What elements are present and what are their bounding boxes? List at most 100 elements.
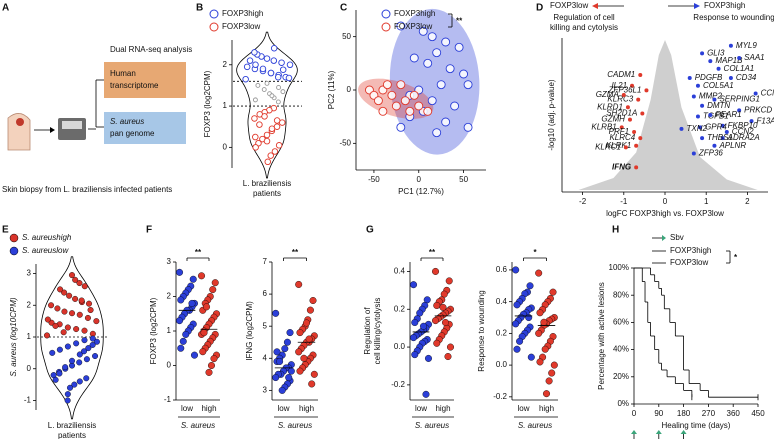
gene-point (753, 91, 758, 96)
gene-point (712, 143, 717, 148)
panel-label: H (612, 225, 619, 236)
gene-label: PRF1 (609, 127, 629, 136)
data-point (513, 345, 521, 353)
gene-label: KLRC1 (595, 142, 621, 151)
gene-label: ZFP36L1 (608, 85, 642, 94)
data-point (427, 32, 437, 42)
data-point (252, 144, 259, 151)
gene-point (720, 123, 725, 128)
data-point (76, 359, 83, 366)
legend-label: S. aureuslow (22, 246, 69, 255)
y-tick-label: 60% (613, 318, 629, 327)
gene-point (698, 125, 703, 130)
y-tick-label: 0.4 (496, 297, 508, 306)
gene-point (679, 126, 684, 131)
y-axis-label: -log10 (adj. p-value) (547, 79, 556, 150)
data-point (68, 357, 75, 364)
data-point (198, 272, 206, 280)
y-tick-label: 6 (263, 289, 268, 298)
gene-point (728, 76, 733, 81)
data-point (246, 57, 254, 64)
data-point (84, 314, 91, 321)
data-point (550, 361, 558, 369)
gene-point (640, 111, 645, 116)
data-point (83, 375, 90, 382)
data-point (177, 296, 185, 304)
gene-point (728, 43, 733, 48)
data-point (81, 283, 88, 290)
gene-label: CADM1 (607, 70, 635, 79)
gene-label: CD34 (736, 73, 757, 82)
data-point (205, 368, 213, 376)
data-point (270, 45, 278, 52)
data-point (76, 378, 83, 385)
data-point (263, 55, 271, 62)
data-point (92, 353, 99, 360)
data-point (300, 354, 308, 362)
left_subtitle: killing and cytolysis (550, 23, 618, 32)
y-tick-label: 7 (263, 257, 268, 266)
data-point (86, 300, 93, 307)
gene-label: GZMA (596, 90, 619, 99)
legend-label: FOXP3high (394, 9, 435, 18)
x-tick-label: -2 (579, 197, 587, 206)
data-point (536, 358, 544, 366)
data-point (48, 302, 55, 309)
gene-label: KLRD1 (597, 102, 623, 111)
gene-point (737, 56, 742, 61)
y-axis-label: Regulation of (363, 307, 372, 355)
data-point (418, 26, 428, 36)
x-axis-label: S. aureus (518, 421, 552, 430)
data-point (81, 348, 88, 355)
data-point (285, 74, 293, 82)
data-point (405, 106, 415, 116)
data-point (209, 286, 217, 294)
data-point (256, 121, 263, 128)
arrowhead (662, 235, 666, 241)
data-point (276, 357, 284, 365)
panel-label: D (536, 3, 543, 14)
data-point (252, 133, 259, 141)
data-point (78, 297, 85, 304)
data-point (271, 148, 279, 155)
data-point (272, 309, 280, 317)
data-point (308, 380, 316, 388)
panel-label: C (340, 3, 347, 14)
data-point (49, 349, 56, 356)
gene-label: COL1A1 (724, 64, 755, 73)
data-point (280, 89, 286, 95)
data-point (67, 384, 74, 391)
data-point (190, 351, 198, 359)
data-point (278, 59, 285, 66)
gene-label: KLRC4 (609, 133, 635, 142)
diagram-header: Dual RNA-seq analysis (110, 45, 192, 54)
y-tick-label: 2 (27, 300, 32, 309)
x-label: patients (253, 189, 281, 198)
gene-point (638, 136, 643, 141)
data-point (310, 370, 318, 378)
y-tick-label: 40% (613, 345, 629, 354)
x-tick-label: -50 (368, 175, 380, 184)
gene-label: IFNG (612, 162, 631, 171)
box (104, 112, 186, 144)
data-point (286, 329, 294, 337)
y-axis-label: cell killing/cytolysis (373, 298, 382, 365)
data-point (66, 292, 73, 299)
y-tick-label: -0.2 (493, 392, 507, 401)
data-point (274, 73, 282, 81)
y-tick-label: 3 (27, 269, 32, 278)
data-point (296, 329, 304, 337)
data-point (424, 354, 432, 362)
data-point (540, 318, 548, 326)
gene-point (708, 113, 713, 117)
data-point (259, 65, 267, 73)
arrowhead (592, 3, 598, 9)
data-point (433, 301, 441, 309)
gene-label: SERPING1 (719, 95, 759, 104)
data-point (309, 297, 317, 305)
legend-label: FOXP3high (222, 9, 263, 18)
x-tick-label: 0 (663, 197, 668, 206)
panel-label: G (366, 225, 374, 236)
data-point (411, 318, 419, 326)
